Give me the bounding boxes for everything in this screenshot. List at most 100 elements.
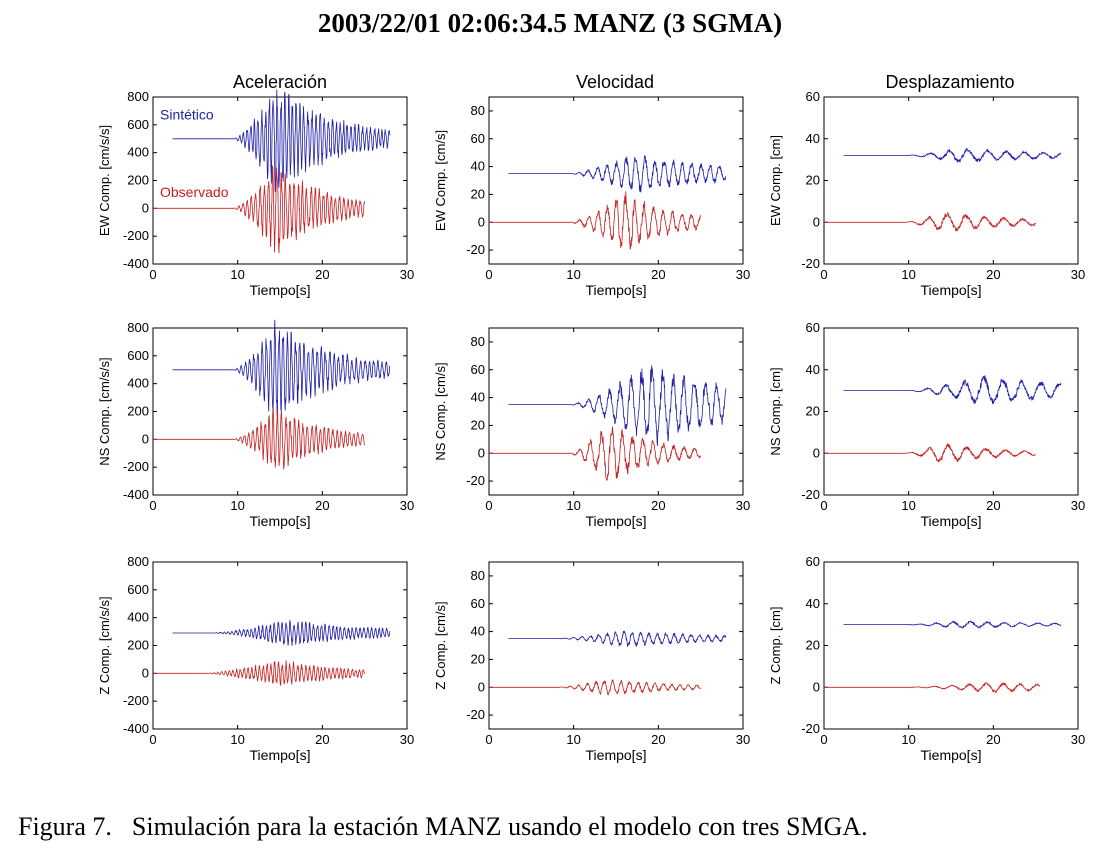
x-tick-label: 20 [986,267,1000,282]
y-tick-label: 800 [127,320,149,335]
synthetic-trace [843,375,1062,405]
x-tick-label: 20 [315,267,329,282]
observed-trace [489,679,701,696]
y-tick-label: -200 [123,459,149,474]
x-tick-label: 20 [651,498,665,513]
y-tick-label: 60 [471,362,485,377]
y-tick-label: 20 [806,638,820,653]
panels-group: 0 10 20 30-400-2000200400600800Tiempo[s]EW … [97,89,1085,763]
panel-ew-0: 0 10 20 30 -400 -200 0 200 400 600 800 Tiempo[s] EW … [97,89,414,298]
x-axis-label: Tiempo[s] [586,513,647,529]
y-tick-label: -400 [123,256,149,271]
y-tick-label: -400 [123,487,149,502]
y-tick-label: 40 [471,390,485,405]
axes-frame [488,327,744,496]
y-tick-label: -200 [123,228,149,243]
x-tick-label: 20 [315,498,329,513]
y-axis-label: Z Comp. [cm/s/s] [97,596,112,694]
x-tick-label: 30 [736,732,750,747]
y-tick-label: 400 [127,610,149,625]
y-tick-label: 20 [471,651,485,666]
column-title-displacement: Desplazamiento [885,72,1014,92]
x-tick-label: 20 [651,267,665,282]
synthetic-trace [172,89,391,193]
synthetic-trace [508,155,727,193]
x-axis-label: Tiempo[s] [586,282,647,298]
y-tick-label: 60 [471,131,485,146]
y-tick-label: 0 [813,214,820,229]
axes-frame [823,561,1079,730]
y-axis-label: Z Comp. [cm/s] [433,601,448,689]
y-tick-label: 400 [127,145,149,160]
y-tick-label: 40 [471,159,485,174]
y-tick-label: -20 [801,487,820,502]
y-tick-label: 20 [471,417,485,432]
y-tick-label: 40 [806,131,820,146]
y-axis-label: NS Comp. [cm/s/s] [97,357,112,465]
caption-label: Figura 7. [18,812,112,841]
observed-trace [824,443,1036,463]
synthetic-trace [508,630,727,648]
x-tick-label: 20 [315,732,329,747]
x-tick-label: 0 [820,498,827,513]
figure-title: 2003/22/01 02:06:34.5 MANZ (3 SGMA) [317,8,783,38]
observed-trace [153,660,365,686]
y-axis-label: NS Comp. [cm] [768,367,783,455]
axes-frame [152,561,408,730]
y-tick-label: 80 [471,103,485,118]
y-tick-label: 40 [806,596,820,611]
y-tick-label: 600 [127,117,149,132]
figure-caption: Figura 7. Simulación para la estación MAN… [18,812,1098,842]
x-tick-label: 10 [901,732,915,747]
y-tick-label: 0 [813,679,820,694]
x-tick-label: 30 [736,498,750,513]
observed-trace [489,425,702,481]
y-tick-label: -20 [466,473,485,488]
x-tick-label: 0 [485,498,492,513]
synthetic-trace [508,365,727,446]
y-tick-label: -400 [123,721,149,736]
x-tick-label: 10 [901,267,915,282]
y-axis-label: EW Comp. [cm/s] [433,130,448,231]
x-tick-label: 30 [736,267,750,282]
synthetic-trace [172,319,391,417]
panel-ns-0: 0 10 20 30 -400 -200 0 200 400 600 800 Tiempo[s] NS … [97,319,414,529]
axes-frame [823,327,1079,496]
x-axis-label: Tiempo[s] [921,513,982,529]
y-tick-label: 40 [471,624,485,639]
y-tick-label: 40 [806,362,820,377]
y-tick-label: 80 [471,334,485,349]
y-tick-label: 600 [127,582,149,597]
x-axis-label: Tiempo[s] [921,747,982,763]
x-tick-label: 10 [566,267,580,282]
x-tick-label: 30 [400,732,414,747]
y-tick-label: 400 [127,376,149,391]
axes-frame [823,96,1079,265]
x-tick-label: 10 [566,498,580,513]
x-axis-label: Tiempo[s] [250,513,311,529]
y-tick-label: 60 [806,89,820,104]
x-tick-label: 10 [230,732,244,747]
x-axis-label: Tiempo[s] [250,747,311,763]
x-tick-label: 0 [485,267,492,282]
synthetic-trace [172,619,391,646]
x-tick-label: 20 [986,732,1000,747]
y-tick-label: 20 [806,404,820,419]
y-tick-label: 0 [813,445,820,460]
y-tick-label: 800 [127,554,149,569]
y-tick-label: 20 [471,186,485,201]
x-tick-label: 10 [901,498,915,513]
y-tick-label: -20 [466,707,485,722]
x-tick-label: 30 [400,267,414,282]
axes-frame [488,96,744,265]
column-title-velocity: Velocidad [576,72,654,92]
x-tick-label: 0 [820,732,827,747]
x-tick-label: 30 [1071,498,1085,513]
x-tick-label: 0 [149,732,156,747]
panel-z-0: 0 10 20 30 -400 -200 0 200 400 600 800 Tiempo[s] Z C… [97,554,414,763]
x-tick-label: 10 [230,498,244,513]
x-tick-label: 20 [986,498,1000,513]
